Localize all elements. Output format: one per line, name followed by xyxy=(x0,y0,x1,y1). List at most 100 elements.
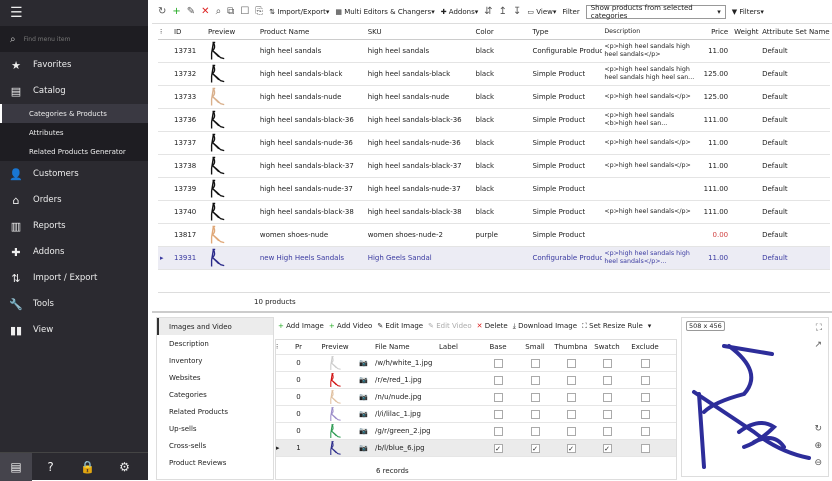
cell-price[interactable]: 111.00 xyxy=(703,208,729,216)
cell-price[interactable]: 11.00 xyxy=(708,47,729,55)
table-row[interactable]: 13817 women shoes-nude women shoes-nude-… xyxy=(158,224,830,247)
checkbox[interactable] xyxy=(530,409,540,419)
cell-type[interactable]: Configurable Product xyxy=(532,47,603,55)
cell-type[interactable]: Simple Product xyxy=(532,231,586,239)
sidebar-item[interactable]: 🔧 Tools xyxy=(9,297,54,311)
sidebar-item[interactable]: ⌂ Orders xyxy=(0,187,148,213)
cell-attribute-set[interactable]: Default xyxy=(762,208,788,216)
checkbox[interactable]: ✓ xyxy=(493,443,503,453)
column-header[interactable]: Preview xyxy=(321,343,349,351)
column-header[interactable]: Small xyxy=(525,343,545,351)
cell-color[interactable]: black xyxy=(475,139,495,147)
checkbox[interactable] xyxy=(493,409,503,419)
cell-price[interactable]: 125.00 xyxy=(703,93,729,101)
tab-item[interactable]: Product Reviews xyxy=(169,458,227,467)
tab-item[interactable]: Up-sells xyxy=(169,424,197,433)
table-row[interactable]: 13737 high heel sandals-nude-36 high hee… xyxy=(158,132,830,155)
cell-sku[interactable]: high heel sandals-nude-37 xyxy=(367,185,461,193)
copy-icon[interactable]: ⧉ xyxy=(227,6,235,17)
cell-name[interactable]: high heel sandals xyxy=(259,47,322,55)
open-external-icon[interactable]: ↗ xyxy=(814,340,822,350)
cell-name[interactable]: high heel sandals-nude-36 xyxy=(259,139,353,147)
cell-file-name[interactable]: /r/e/red_1.jpg xyxy=(375,376,422,384)
download-image-button[interactable]: ⤓ Download Image xyxy=(512,321,578,330)
camera-icon[interactable]: 📷 xyxy=(359,376,368,384)
table-row[interactable]: 13740 high heel sandals-black-38 high he… xyxy=(158,201,830,224)
rotate-icon[interactable]: ↻ xyxy=(814,424,822,434)
checkbox[interactable] xyxy=(493,358,503,368)
cell-position[interactable]: 0 xyxy=(296,427,301,435)
cell-file-name[interactable]: /w/h/white_1.jpg xyxy=(375,359,433,367)
cell-name[interactable]: high heel sandals-black xyxy=(259,70,343,78)
filter-select[interactable]: Show products from selected categories ▾ xyxy=(585,4,726,20)
table-row[interactable]: ▸ 13931 new High Heels Sandals High Geel… xyxy=(158,247,830,270)
set-resize-rule-button[interactable]: ⛶ Set Resize Rule xyxy=(582,321,643,330)
add-image-button[interactable]: + Add Image xyxy=(278,322,324,330)
cell-sku[interactable]: high heel sandals xyxy=(367,47,430,55)
table-row[interactable]: 13736 high heel sandals-black-36 high he… xyxy=(158,109,830,132)
image-row[interactable]: 0 📷 /l/i/lilac_1.jpg xyxy=(276,406,676,423)
cell-position[interactable]: 1 xyxy=(296,444,301,452)
image-row[interactable]: 0 📷 /w/h/white_1.jpg xyxy=(276,355,676,372)
table-row[interactable]: 13731 high heel sandals high heel sandal… xyxy=(158,40,830,63)
cell-description[interactable]: <p>high heel sandals</p> xyxy=(604,208,691,215)
column-header[interactable]: Label xyxy=(439,343,458,351)
cell-description[interactable]: <p>high heel sandals high heel sandals h… xyxy=(604,66,695,81)
checkbox[interactable] xyxy=(640,375,650,385)
cell-price[interactable]: 11.00 xyxy=(708,162,729,170)
tab-item[interactable]: Inventory xyxy=(169,356,203,365)
checkbox[interactable] xyxy=(602,426,612,436)
fit-icon[interactable]: ⛶ xyxy=(815,323,822,333)
add-video-button[interactable]: + Add Video xyxy=(328,322,373,330)
sidebar-subitem[interactable]: Related Products Generator xyxy=(29,147,126,156)
view-button[interactable]: ▭ View▾ xyxy=(527,7,557,16)
cell-position[interactable]: 0 xyxy=(296,393,301,401)
checkbox[interactable] xyxy=(602,375,612,385)
cell-description[interactable]: <p>high heel sandals</p> xyxy=(604,162,691,169)
sidebar-item-catalog[interactable]: ▤ Catalog xyxy=(10,84,66,98)
search-icon[interactable]: ⌕ xyxy=(215,6,222,17)
cell-color[interactable]: black xyxy=(475,47,495,55)
cell-price[interactable]: 125.00 xyxy=(703,70,729,78)
cell-sku[interactable]: high heel sandals-black-37 xyxy=(367,162,462,170)
cell-type[interactable]: Simple Product xyxy=(532,70,586,78)
cell-type[interactable]: Simple Product xyxy=(532,162,586,170)
cell-sku[interactable]: high heel sandals-black xyxy=(367,70,451,78)
addons-button[interactable]: ✚ Addons▾ xyxy=(440,7,479,16)
cell-sku[interactable]: women shoes-nude-2 xyxy=(367,231,443,239)
cell-description[interactable]: <p>high heel sandals</p> xyxy=(604,139,691,146)
cell-sku[interactable]: high heel sandals-nude-36 xyxy=(367,139,461,147)
checkbox[interactable] xyxy=(493,426,503,436)
cell-name[interactable]: high heel sandals-black-36 xyxy=(259,116,354,124)
collapse-icon[interactable]: ↧ xyxy=(513,6,522,17)
table-row[interactable]: 13732 high heel sandals-black high heel … xyxy=(158,63,830,86)
multi-editors-button[interactable]: ▦ Multi Editors & Changers▾ xyxy=(335,7,435,16)
edit-icon[interactable]: ✎ xyxy=(186,6,196,17)
camera-icon[interactable]: 📷 xyxy=(359,410,368,418)
checkbox[interactable] xyxy=(530,392,540,402)
cell-name[interactable]: high heel sandals-black-38 xyxy=(259,208,354,216)
checkbox[interactable] xyxy=(566,358,576,368)
tab-item[interactable]: Related Products xyxy=(169,407,229,416)
cell-file-name[interactable]: /l/i/lilac_1.jpg xyxy=(375,410,421,418)
sidebar-subitem[interactable]: Attributes xyxy=(29,128,64,137)
checkbox[interactable] xyxy=(640,358,650,368)
cell-name[interactable]: women shoes-nude xyxy=(259,231,329,239)
cell-color[interactable]: black xyxy=(475,185,495,193)
column-header[interactable]: File Name xyxy=(375,343,410,351)
column-header[interactable]: Exclude xyxy=(631,343,659,351)
add-icon[interactable]: + xyxy=(172,6,181,17)
checkbox[interactable] xyxy=(530,426,540,436)
column-header[interactable]: Price xyxy=(711,27,729,36)
checkbox[interactable] xyxy=(640,426,650,436)
cell-file-name[interactable]: /g/r/green_2.jpg xyxy=(375,427,431,435)
sidebar-item[interactable]: ▮▮ View xyxy=(9,323,54,337)
cell-name[interactable]: high heel sandals-nude xyxy=(259,93,342,101)
cell-attribute-set[interactable]: Default xyxy=(762,116,788,124)
cell-color[interactable]: black xyxy=(475,93,495,101)
sidebar-item[interactable]: 👤 Customers xyxy=(9,167,79,181)
paste-icon[interactable]: ☐ xyxy=(240,6,250,17)
cell-price[interactable]: 0.00 xyxy=(712,231,729,239)
expand-icon[interactable]: ↥ xyxy=(498,6,508,17)
checkbox[interactable] xyxy=(566,392,576,402)
